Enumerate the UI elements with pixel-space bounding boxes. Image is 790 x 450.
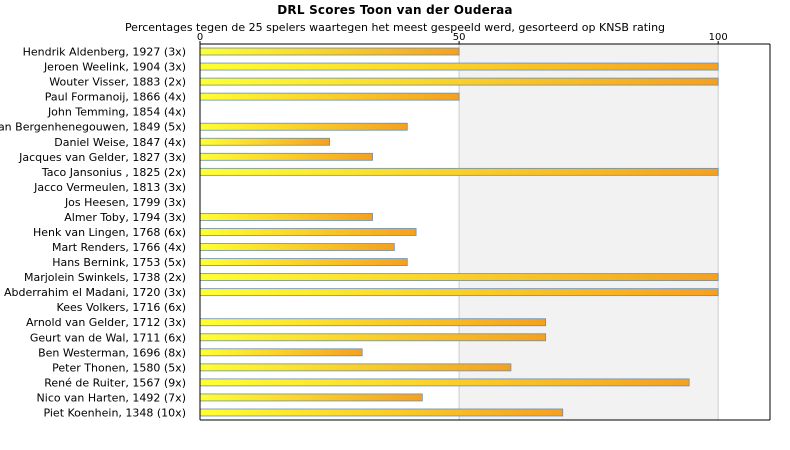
- bar: [199, 92, 460, 101]
- bar: [199, 62, 719, 71]
- bar: [199, 122, 408, 131]
- category-label: Almer Toby, 1794 (3x): [64, 211, 186, 224]
- bars: [199, 47, 719, 417]
- chart-title: DRL Scores Toon van der Ouderaa: [277, 3, 513, 17]
- category-label: René de Ruiter, 1567 (9x): [44, 376, 186, 389]
- category-label: Kees Volkers, 1716 (6x): [57, 301, 186, 314]
- bar: [199, 213, 373, 221]
- chart-subtitle: Percentages tegen de 25 spelers waartege…: [124, 21, 666, 34]
- axes: [199, 43, 771, 421]
- category-label: Hans Bernink, 1753 (5x): [52, 256, 186, 269]
- bar: [199, 258, 408, 266]
- bar: [199, 408, 564, 417]
- tick-label: 0: [197, 32, 203, 43]
- category-label: Jeroen Weelink, 1904 (3x): [43, 61, 186, 74]
- tick-label: 100: [709, 32, 728, 43]
- tick-labels: 0 50 100: [197, 32, 728, 44]
- bar: [199, 152, 373, 161]
- grid-lines: [458, 44, 719, 420]
- category-label: Taco Jansonius , 1825 (2x): [41, 166, 186, 179]
- bar: [199, 288, 719, 297]
- category-label: Jos Heesen, 1799 (3x): [64, 196, 186, 209]
- bar: [199, 318, 547, 327]
- tick-label: 50: [453, 32, 466, 43]
- plot-background: [200, 44, 770, 420]
- category-label: Marjolein Swinkels, 1738 (2x): [24, 271, 186, 284]
- category-label: Hendrik Aldenberg, 1927 (3x): [23, 46, 186, 59]
- bar: [199, 228, 417, 236]
- plot-band: [718, 44, 770, 420]
- category-label: Geurt van de Wal, 1711 (6x): [30, 331, 186, 344]
- category-label: Piet Koenhein, 1348 (10x): [43, 406, 186, 419]
- bar: [199, 137, 330, 146]
- category-label: Arnold van Gelder, 1712 (3x): [26, 316, 186, 329]
- category-label: Mart Renders, 1766 (4x): [52, 241, 186, 254]
- category-label: Nico van Harten, 1492 (7x): [37, 391, 186, 404]
- category-label: Abderrahim el Madani, 1720 (3x): [4, 286, 186, 299]
- category-label: Wouter Visser, 1883 (2x): [49, 76, 186, 89]
- bar: [199, 363, 512, 372]
- category-label: Henk van Lingen, 1768 (6x): [33, 226, 186, 239]
- category-label: Ben Westerman, 1696 (8x): [38, 346, 186, 359]
- category-label: Jacques van Gelder, 1827 (3x): [18, 151, 186, 164]
- bar: [199, 47, 460, 56]
- bar: [199, 167, 719, 176]
- bar: [199, 348, 363, 357]
- plot-band: [459, 44, 719, 420]
- category-labels: Hendrik Aldenberg, 1927 (3x) Jeroen Weeli…: [0, 46, 186, 420]
- bar: [199, 243, 395, 251]
- category-label: Daniel Weise, 1847 (4x): [54, 136, 186, 149]
- category-label: John Temming, 1854 (4x): [47, 106, 186, 119]
- category-label: Jacco Vermeulen, 1813 (3x): [33, 181, 186, 194]
- bar: [199, 393, 423, 402]
- bar: [199, 378, 690, 387]
- category-label: Peter Thonen, 1580 (5x): [52, 361, 186, 374]
- bar: [199, 77, 719, 86]
- bar: [199, 273, 719, 282]
- category-label: Paul Formanoij, 1866 (4x): [45, 91, 186, 104]
- category-label: Joost van Bergenhenegouwen, 1849 (5x): [0, 121, 186, 134]
- bar: [199, 333, 547, 342]
